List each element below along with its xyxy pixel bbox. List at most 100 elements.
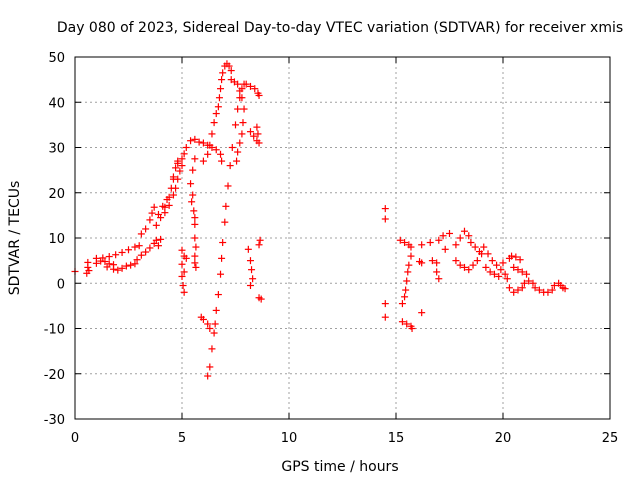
data-point xyxy=(548,286,556,294)
data-point xyxy=(142,225,150,233)
data-point xyxy=(460,263,468,271)
data-point xyxy=(236,139,244,147)
data-point xyxy=(452,257,460,265)
data-point xyxy=(172,164,180,172)
data-point xyxy=(169,175,177,183)
data-point xyxy=(191,252,199,260)
data-point xyxy=(212,110,220,118)
y-tick-label: 10 xyxy=(48,232,65,247)
y-tick-label: -30 xyxy=(44,413,65,428)
data-point xyxy=(218,157,226,165)
data-point xyxy=(469,261,477,269)
data-point xyxy=(433,259,441,267)
data-point xyxy=(544,288,552,296)
data-point xyxy=(242,80,250,88)
data-point xyxy=(118,248,126,256)
x-tick-label: 20 xyxy=(495,431,512,446)
data-point xyxy=(435,275,443,283)
data-point xyxy=(199,157,207,165)
data-point xyxy=(402,286,410,294)
data-point xyxy=(204,372,212,380)
x-tick-label: 0 xyxy=(71,431,79,446)
data-point xyxy=(133,256,141,264)
data-point xyxy=(199,139,207,147)
data-point xyxy=(234,105,242,113)
data-point xyxy=(150,203,158,211)
data-point xyxy=(204,320,212,328)
data-point xyxy=(182,254,190,262)
data-point xyxy=(224,182,232,190)
data-point xyxy=(142,248,150,256)
data-point xyxy=(518,268,526,276)
data-point xyxy=(518,284,526,292)
data-point xyxy=(433,268,441,276)
data-point xyxy=(531,284,539,292)
data-point xyxy=(473,257,481,265)
data-point xyxy=(101,258,109,266)
data-point xyxy=(178,155,186,163)
data-point xyxy=(550,282,558,290)
data-point xyxy=(218,254,226,262)
data-point xyxy=(146,244,154,252)
data-point xyxy=(465,266,473,274)
data-point xyxy=(254,130,262,138)
data-point xyxy=(460,227,468,235)
data-point xyxy=(161,203,169,211)
data-point xyxy=(234,148,242,156)
y-axis-label: SDTVAR / TECUs xyxy=(7,181,23,296)
y-tick-label: -10 xyxy=(44,323,65,338)
data-point xyxy=(514,266,522,274)
data-point xyxy=(148,209,156,217)
data-point xyxy=(435,236,443,244)
data-point xyxy=(189,191,197,199)
data-point xyxy=(401,293,409,301)
data-point xyxy=(234,80,242,88)
data-point xyxy=(480,243,488,251)
data-point xyxy=(157,235,165,243)
data-point xyxy=(191,155,199,163)
data-point xyxy=(135,242,143,250)
data-point xyxy=(192,243,200,251)
data-point xyxy=(405,261,413,269)
data-point xyxy=(514,286,522,294)
data-point xyxy=(523,270,531,278)
grid xyxy=(75,57,610,419)
data-point xyxy=(426,239,434,247)
data-point xyxy=(250,132,258,140)
data-point xyxy=(84,263,92,271)
data-point xyxy=(174,159,182,167)
data-point xyxy=(418,309,426,317)
data-point xyxy=(85,267,93,275)
data-point xyxy=(180,268,188,276)
data-point xyxy=(204,150,212,158)
data-point xyxy=(219,69,227,77)
data-point xyxy=(152,236,160,244)
data-point xyxy=(510,288,518,296)
data-point xyxy=(407,252,415,260)
data-point xyxy=(127,261,135,269)
data-point xyxy=(180,150,188,158)
data-point xyxy=(398,300,406,308)
data-point xyxy=(446,229,453,237)
data-point xyxy=(227,67,235,75)
data-point xyxy=(246,82,254,90)
data-point xyxy=(191,220,199,228)
data-point xyxy=(561,285,569,293)
data-point xyxy=(510,263,518,271)
data-point xyxy=(137,251,145,259)
data-point xyxy=(467,239,475,247)
data-point xyxy=(206,325,214,332)
data-point xyxy=(407,243,415,251)
data-point xyxy=(404,268,412,276)
data-point xyxy=(418,241,426,249)
data-point xyxy=(212,306,220,314)
data-point xyxy=(495,272,503,280)
data-point xyxy=(396,236,404,244)
data-point xyxy=(529,279,537,287)
x-tick-label: 5 xyxy=(178,431,186,446)
data-point xyxy=(167,184,175,192)
data-point xyxy=(125,246,132,254)
data-point xyxy=(505,284,513,292)
data-point xyxy=(217,270,225,278)
y-tick-label: 40 xyxy=(48,96,65,111)
